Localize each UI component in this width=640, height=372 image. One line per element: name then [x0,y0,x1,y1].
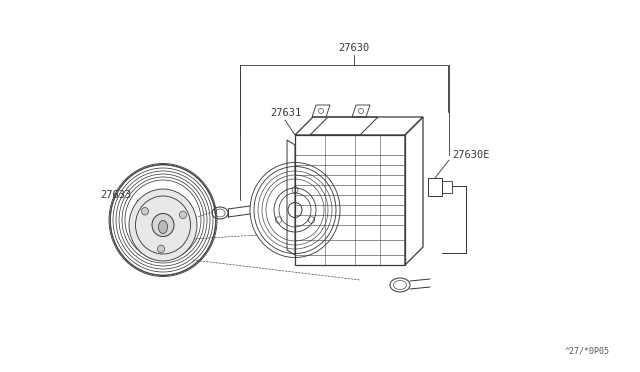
Ellipse shape [157,245,164,253]
Bar [295,135,405,265]
Text: 27631: 27631 [270,108,301,118]
Bar [442,181,452,193]
Text: 27630: 27630 [339,43,370,53]
Ellipse shape [129,189,197,261]
Ellipse shape [159,221,168,234]
Text: ^27/*0P05: ^27/*0P05 [565,346,610,355]
Text: 27633: 27633 [100,190,131,200]
Ellipse shape [141,208,148,215]
Ellipse shape [179,211,186,219]
Bar [428,178,442,196]
Text: 27630E: 27630E [452,150,490,160]
Ellipse shape [152,214,174,237]
